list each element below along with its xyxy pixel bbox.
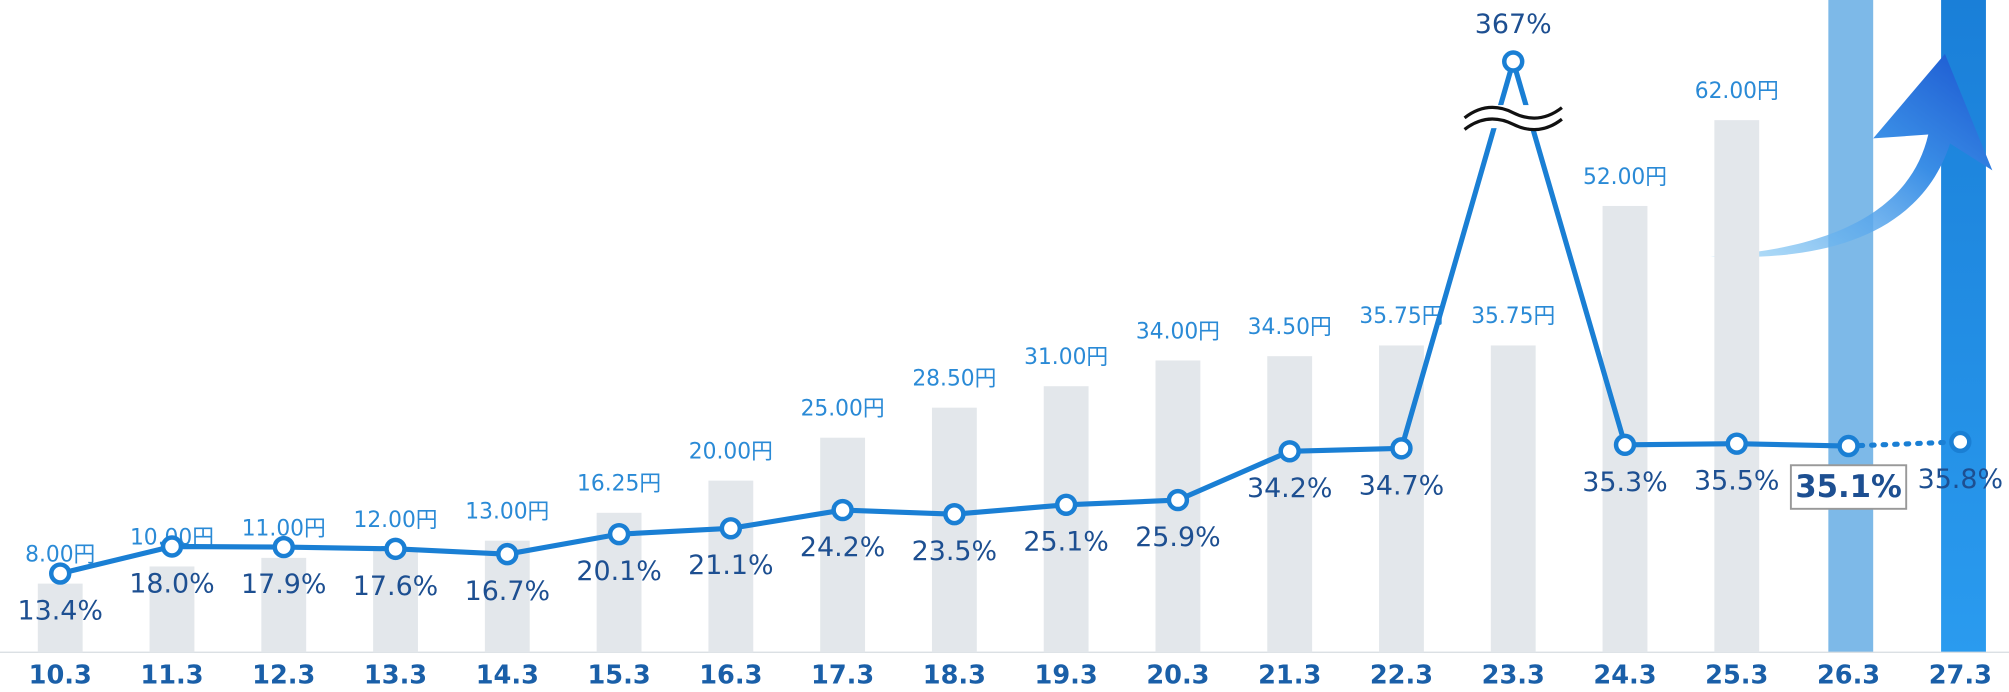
line-value-label: 21.1% — [688, 550, 773, 581]
line-value-label: 34.2% — [1247, 473, 1332, 504]
forecast-line — [1845, 439, 1963, 449]
bar — [1490, 345, 1536, 653]
break-mark — [1463, 105, 1563, 132]
x-tick-label: 20.3 — [1146, 661, 1209, 691]
bar — [708, 480, 754, 653]
x-tick-label: 25.3 — [1705, 661, 1768, 691]
line-value-label: 18.0% — [129, 568, 214, 599]
x-tick-label: 19.3 — [1035, 661, 1098, 691]
line-value-label: 25.9% — [1135, 522, 1220, 553]
line-value-label: 13.4% — [18, 595, 103, 626]
bar — [1714, 120, 1760, 653]
x-tick-label: 18.3 — [923, 661, 986, 691]
bar-value-label: 31.00円 — [1024, 345, 1108, 370]
line-value-label: 35.1% — [1795, 469, 1902, 505]
point — [1502, 50, 1525, 73]
point — [1390, 437, 1413, 460]
line-value-label: 20.1% — [576, 556, 661, 587]
bar-value-label: 35.75円 — [1359, 304, 1443, 329]
point — [384, 537, 407, 561]
bar-value-label: 12.00円 — [353, 508, 437, 533]
x-tick-label: 24.3 — [1593, 661, 1656, 691]
point — [1613, 433, 1637, 457]
point — [1278, 440, 1301, 463]
line-value-label: 367% — [1475, 9, 1552, 40]
x-tick-label: 23.3 — [1482, 661, 1545, 691]
x-tick-label: 22.3 — [1370, 661, 1433, 691]
bar — [1602, 205, 1648, 653]
bar-value-label: 52.00円 — [1583, 165, 1667, 190]
bar-value-label: 62.00円 — [1695, 79, 1779, 104]
bar-value-label: 35.75円 — [1471, 304, 1555, 329]
bar — [261, 557, 307, 653]
line-value-label: 17.6% — [353, 571, 438, 602]
x-tick-label: 12.3 — [252, 661, 315, 691]
x-tick-label: 15.3 — [587, 661, 650, 691]
bar-value-label: 28.50円 — [912, 366, 996, 391]
bar — [149, 566, 195, 653]
break-gap — [1461, 105, 1565, 129]
line-value-label: 17.9% — [241, 569, 326, 600]
point — [719, 517, 743, 540]
line-value-label: 35.8% — [1918, 464, 2003, 495]
bar — [1267, 356, 1313, 653]
point — [1837, 434, 1860, 458]
x-tick-label: 14.3 — [476, 661, 539, 691]
line-value-label: 35.5% — [1694, 466, 1779, 497]
point — [1166, 488, 1190, 512]
bar — [931, 407, 977, 653]
line-value-label: 24.2% — [800, 532, 885, 563]
bar-value-label: 20.00円 — [689, 439, 773, 464]
x-tick-label: 16.3 — [699, 661, 762, 691]
x-tick-label: 21.3 — [1258, 661, 1321, 691]
growth-arrow — [1710, 53, 1993, 258]
bar-value-label: 34.50円 — [1248, 315, 1332, 340]
point — [831, 498, 854, 522]
axis-break — [1461, 105, 1565, 132]
point — [1725, 432, 1748, 455]
point — [49, 562, 72, 585]
forecast-column — [1828, 0, 1874, 653]
bar-value-label: 25.00円 — [801, 397, 885, 422]
bar — [820, 437, 866, 653]
bar-value-label: 34.00円 — [1136, 319, 1220, 344]
x-tick-label: 27.3 — [1929, 661, 1992, 691]
x-tick-label: 10.3 — [29, 661, 92, 691]
point — [607, 522, 631, 546]
point — [496, 542, 519, 566]
point — [943, 502, 966, 526]
bar-value-label: 13.00円 — [465, 500, 549, 525]
bar — [1043, 386, 1089, 653]
line-value-label: 16.7% — [465, 576, 550, 607]
line-value-label: 34.7% — [1359, 470, 1444, 501]
line-value-label: 23.5% — [912, 536, 997, 567]
x-tick-label: 17.3 — [811, 661, 874, 691]
bar-value-label: 16.25円 — [577, 472, 661, 497]
x-tick-label: 13.3 — [364, 661, 427, 691]
x-tick-label: 26.3 — [1817, 661, 1880, 691]
line-value-label: 35.3% — [1582, 467, 1667, 498]
bar — [37, 583, 83, 653]
point — [1054, 493, 1078, 516]
point — [160, 535, 184, 558]
line-value-label: 25.1% — [1023, 527, 1108, 558]
x-tick-label: 11.3 — [140, 661, 203, 691]
point — [1949, 430, 1972, 454]
bar — [373, 549, 418, 653]
highlight-box — [1789, 464, 1908, 510]
point — [272, 535, 295, 559]
